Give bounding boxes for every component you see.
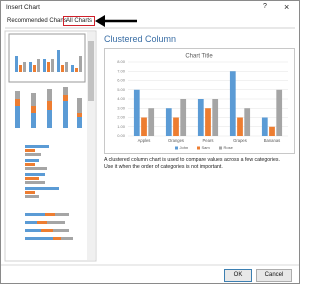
dialog-title: Insert Chart (6, 4, 40, 11)
y-tick-label: 0.00 (117, 133, 126, 138)
y-tick-label: 3.00 (117, 105, 126, 110)
thumbnail-3[interactable] (25, 145, 59, 198)
y-tick-label: 1.00 (117, 124, 126, 129)
scrollbar-thumb[interactable] (88, 41, 94, 101)
bar (173, 117, 179, 136)
bar (197, 99, 204, 136)
x-tick-label: Apples (138, 138, 151, 143)
thumbnail-2[interactable] (15, 87, 82, 128)
y-tick-label: 7.00 (117, 68, 126, 73)
insert-chart-dialog: Insert Chart ? × Recommended Charts All … (0, 0, 300, 284)
legend-label: John (180, 145, 189, 150)
y-tick-label: 8.00 (117, 59, 126, 64)
x-tick-label: Grapes (233, 138, 247, 143)
decor (1, 15, 299, 266)
y-tick-label: 2.00 (117, 115, 126, 120)
description-line: A clustered column chart is used to comp… (104, 157, 280, 163)
bar (141, 117, 147, 136)
chart-type-heading: Clustered Column (104, 34, 177, 44)
legend-swatch (219, 146, 222, 150)
x-tick-label: Pears (203, 138, 214, 143)
thumbnail-frame (8, 33, 86, 83)
description-line: Use it when the order of categories is n… (104, 164, 223, 170)
bar (276, 89, 283, 136)
tab-recommended[interactable]: Recommended Charts (7, 18, 68, 24)
bar (205, 108, 211, 136)
chart-title: Chart Title (185, 54, 213, 60)
bar (229, 71, 236, 136)
thumbnail-1[interactable] (8, 33, 86, 83)
y-tick-label: 5.00 (117, 87, 126, 92)
bar (180, 99, 187, 136)
bar (269, 126, 275, 136)
bar (244, 108, 251, 136)
help-button[interactable]: ? (263, 3, 267, 10)
legend-swatch (175, 146, 178, 150)
legend-label: Rose (224, 145, 234, 150)
legend-swatch (197, 146, 200, 150)
x-tick-label: Oranges (168, 138, 184, 143)
ok-button[interactable]: OK (224, 269, 252, 282)
bar (237, 117, 243, 136)
cancel-button[interactable]: Cancel (256, 269, 292, 282)
bar (148, 108, 155, 136)
scrollbar[interactable] (87, 32, 95, 260)
thumbnail-4[interactable] (25, 213, 73, 240)
tab-all-charts[interactable]: All Charts (63, 16, 96, 26)
chart-preview: Chart Title 0.00 1.00 2.00 3.00 4.00 5.00 6.00… (104, 48, 295, 154)
y-tick-label: 4.00 (117, 96, 126, 101)
close-button[interactable]: × (284, 2, 290, 12)
bar (212, 99, 219, 136)
bar (261, 117, 268, 136)
arrow-head (95, 15, 105, 27)
x-tick-label: Bananas (264, 138, 281, 143)
bar (133, 89, 140, 136)
legend-label: Sam (202, 145, 211, 150)
y-tick-label: 6.00 (117, 78, 126, 83)
bar (165, 108, 172, 136)
